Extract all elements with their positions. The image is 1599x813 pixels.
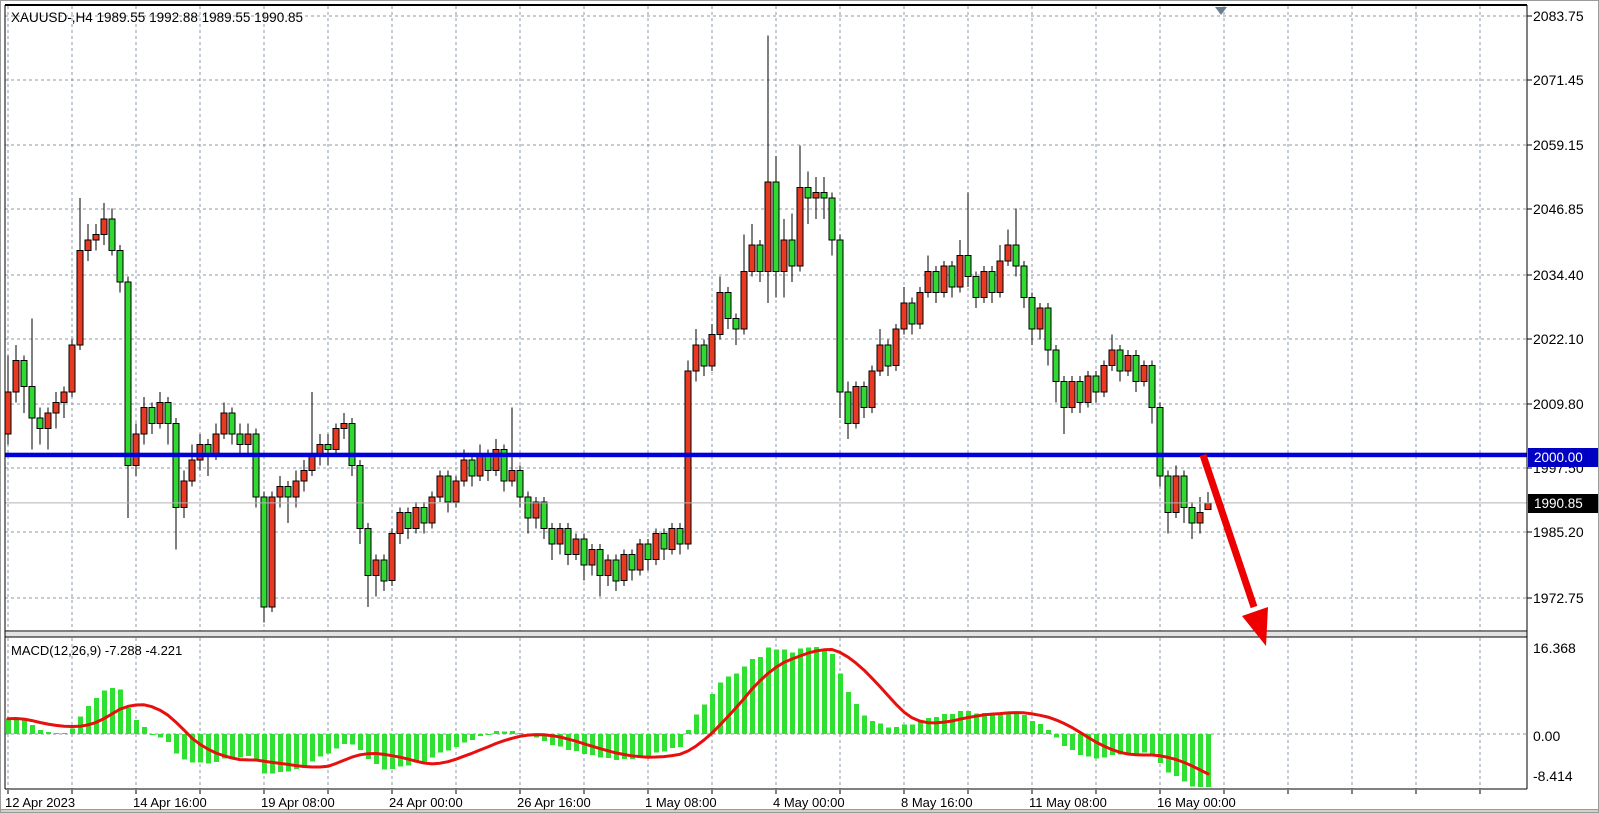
chart-shift-marker-icon[interactable] [1215, 7, 1227, 15]
window-bottom-edge [1, 809, 1598, 812]
price-axis-label: 2034.40 [1533, 267, 1584, 283]
macd-histogram [6, 647, 1211, 787]
last-price-tag: 1990.85 [1528, 494, 1598, 513]
time-scale[interactable] [1, 790, 1527, 809]
price-axis-label: 1985.20 [1533, 524, 1584, 540]
candles-layer [4, 35, 1212, 623]
time-axis-label: 19 Apr 08:00 [261, 795, 335, 810]
price-axis-label: 2071.45 [1533, 72, 1584, 88]
time-axis-label: 26 Apr 16:00 [517, 795, 591, 810]
main-grid [5, 6, 1527, 631]
time-axis-label: 1 May 08:00 [645, 795, 717, 810]
horizontal-line-2000[interactable] [5, 452, 1527, 458]
time-axis-label: 11 May 08:00 [1029, 795, 1107, 810]
time-axis-label: 12 Apr 2023 [5, 795, 76, 810]
macd-axis-label: -8.414 [1533, 768, 1573, 784]
price-axis-label: 2046.85 [1533, 201, 1584, 217]
axis-ticks [7, 15, 1532, 794]
hline-price-tag: 2000.00 [1528, 448, 1598, 467]
price-axis-label: 2059.15 [1533, 137, 1584, 153]
price-axis-label: 1972.75 [1533, 590, 1584, 606]
macd-axis-label: 0.00 [1533, 728, 1561, 744]
macd-signal-line [6, 648, 1210, 776]
time-axis-label: 14 Apr 16:00 [133, 795, 207, 810]
chart-title: XAUUSD-,H4 1989.55 1992.88 1989.55 1990.… [11, 10, 303, 25]
price-axis-label: 2083.75 [1533, 8, 1584, 24]
time-axis-label: 8 May 16:00 [901, 795, 973, 810]
macd-axis-label: 16.368 [1533, 640, 1576, 656]
indicator-label: MACD(12,26,9) -7.288 -4.221 [11, 643, 183, 658]
price-axis-label: 2022.10 [1533, 331, 1584, 347]
price-axis-label: 2009.80 [1533, 396, 1584, 412]
time-axis-label: 16 May 00:00 [1157, 795, 1236, 810]
pane-frame [4, 4, 1528, 790]
time-axis-label: 4 May 00:00 [773, 795, 845, 810]
price-scale[interactable] [1528, 5, 1598, 789]
trend-arrow[interactable] [1199, 453, 1268, 646]
time-axis-label: 24 Apr 00:00 [389, 795, 463, 810]
